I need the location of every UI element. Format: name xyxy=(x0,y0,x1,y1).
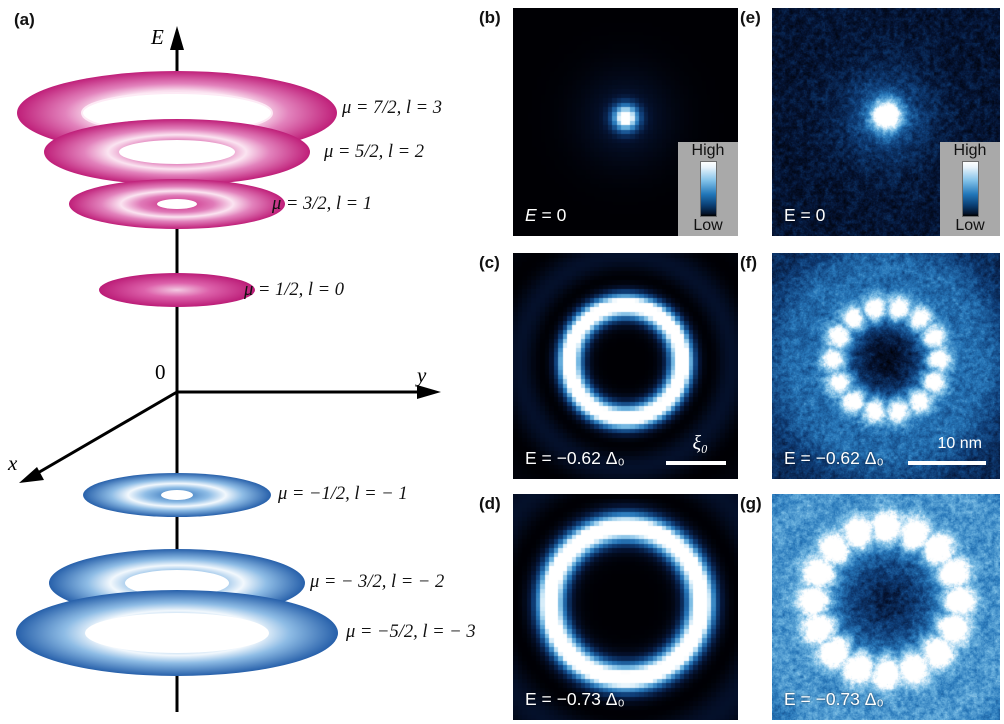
panel-e-image[interactable]: E = 0 High Low xyxy=(772,8,1000,236)
figure-root: (a) xyxy=(0,0,1004,724)
energy-axis-arrow xyxy=(170,26,184,50)
panel-c-scalebar-label: ξ₀ xyxy=(692,432,708,455)
x-axis-line xyxy=(36,392,177,474)
state-label-mu-neg-5-2: μ = −5/2, l = − 3 xyxy=(346,622,476,643)
state-label-mu-neg-1-2: μ = −1/2, l = − 1 xyxy=(278,484,408,505)
panel-f-letter: (f) xyxy=(740,253,757,273)
y-axis-label: y xyxy=(415,363,427,387)
panel-b-image[interactable]: E = 0 High Low xyxy=(513,8,738,236)
state-label-mu-5-2: μ = 5/2, l = 2 xyxy=(324,142,424,163)
ring-mu-1-2 xyxy=(99,273,255,307)
panel-g-letter: (g) xyxy=(740,494,762,514)
panel-d-energy-label: E = −0.73 Δ₀ xyxy=(525,689,625,710)
state-label-mu-7-2: μ = 7/2, l = 3 xyxy=(342,98,442,119)
panel-b-energy-label: E = 0 xyxy=(525,205,566,226)
colorbar-gradient xyxy=(700,161,717,217)
x-axis-label: x xyxy=(7,451,18,475)
panel-g-energy-label: E = −0.73 Δ₀ xyxy=(784,689,884,710)
panel-a-schematic: (a) xyxy=(0,0,470,724)
colorbar-e: High Low xyxy=(940,142,1000,236)
panel-e-letter: (e) xyxy=(740,8,761,28)
panel-d-letter: (d) xyxy=(479,494,501,514)
panel-c-letter: (c) xyxy=(479,253,500,273)
panel-f-scalebar-label: 10 nm xyxy=(938,435,982,453)
energy-axis-label: E xyxy=(150,25,164,49)
panel-c-scalebar xyxy=(666,461,726,465)
ring-mu-neg-5-2 xyxy=(16,590,338,676)
colorbar-gradient xyxy=(962,161,979,217)
panel-f-scalebar xyxy=(908,461,986,465)
ring-mu-5-2 xyxy=(44,119,310,185)
ring-mu-3-2 xyxy=(69,179,285,229)
y-axis-arrow xyxy=(417,385,441,399)
panel-d-canvas xyxy=(513,494,738,720)
state-label-mu-neg-3-2: μ = − 3/2, l = − 2 xyxy=(310,572,444,593)
panel-b-letter: (b) xyxy=(479,8,501,28)
origin-label: 0 xyxy=(155,360,166,384)
panel-e-energy-label: E = 0 xyxy=(784,205,825,226)
state-label-mu-1-2: μ = 1/2, l = 0 xyxy=(244,280,344,301)
panel-f-image[interactable]: E = −0.62 Δ₀ 10 nm xyxy=(772,253,1000,479)
panel-c-image[interactable]: E = −0.62 Δ₀ ξ₀ xyxy=(513,253,738,479)
panel-g-image[interactable]: E = −0.73 Δ₀ xyxy=(772,494,1000,720)
panel-g-canvas xyxy=(772,494,1000,720)
state-label-mu-3-2: μ = 3/2, l = 1 xyxy=(272,194,372,215)
colorbar-low-label: Low xyxy=(693,218,722,235)
x-axis-arrow xyxy=(19,467,44,483)
panel-c-energy-label: E = −0.62 Δ₀ xyxy=(525,448,625,469)
colorbar-high-label: High xyxy=(954,143,987,160)
colorbar-b: High Low xyxy=(678,142,738,236)
panel-d-image[interactable]: E = −0.73 Δ₀ xyxy=(513,494,738,720)
ring-mu-neg-1-2 xyxy=(83,473,271,517)
panel-f-energy-label: E = −0.62 Δ₀ xyxy=(784,448,884,469)
colorbar-low-label: Low xyxy=(955,218,984,235)
colorbar-high-label: High xyxy=(692,143,725,160)
